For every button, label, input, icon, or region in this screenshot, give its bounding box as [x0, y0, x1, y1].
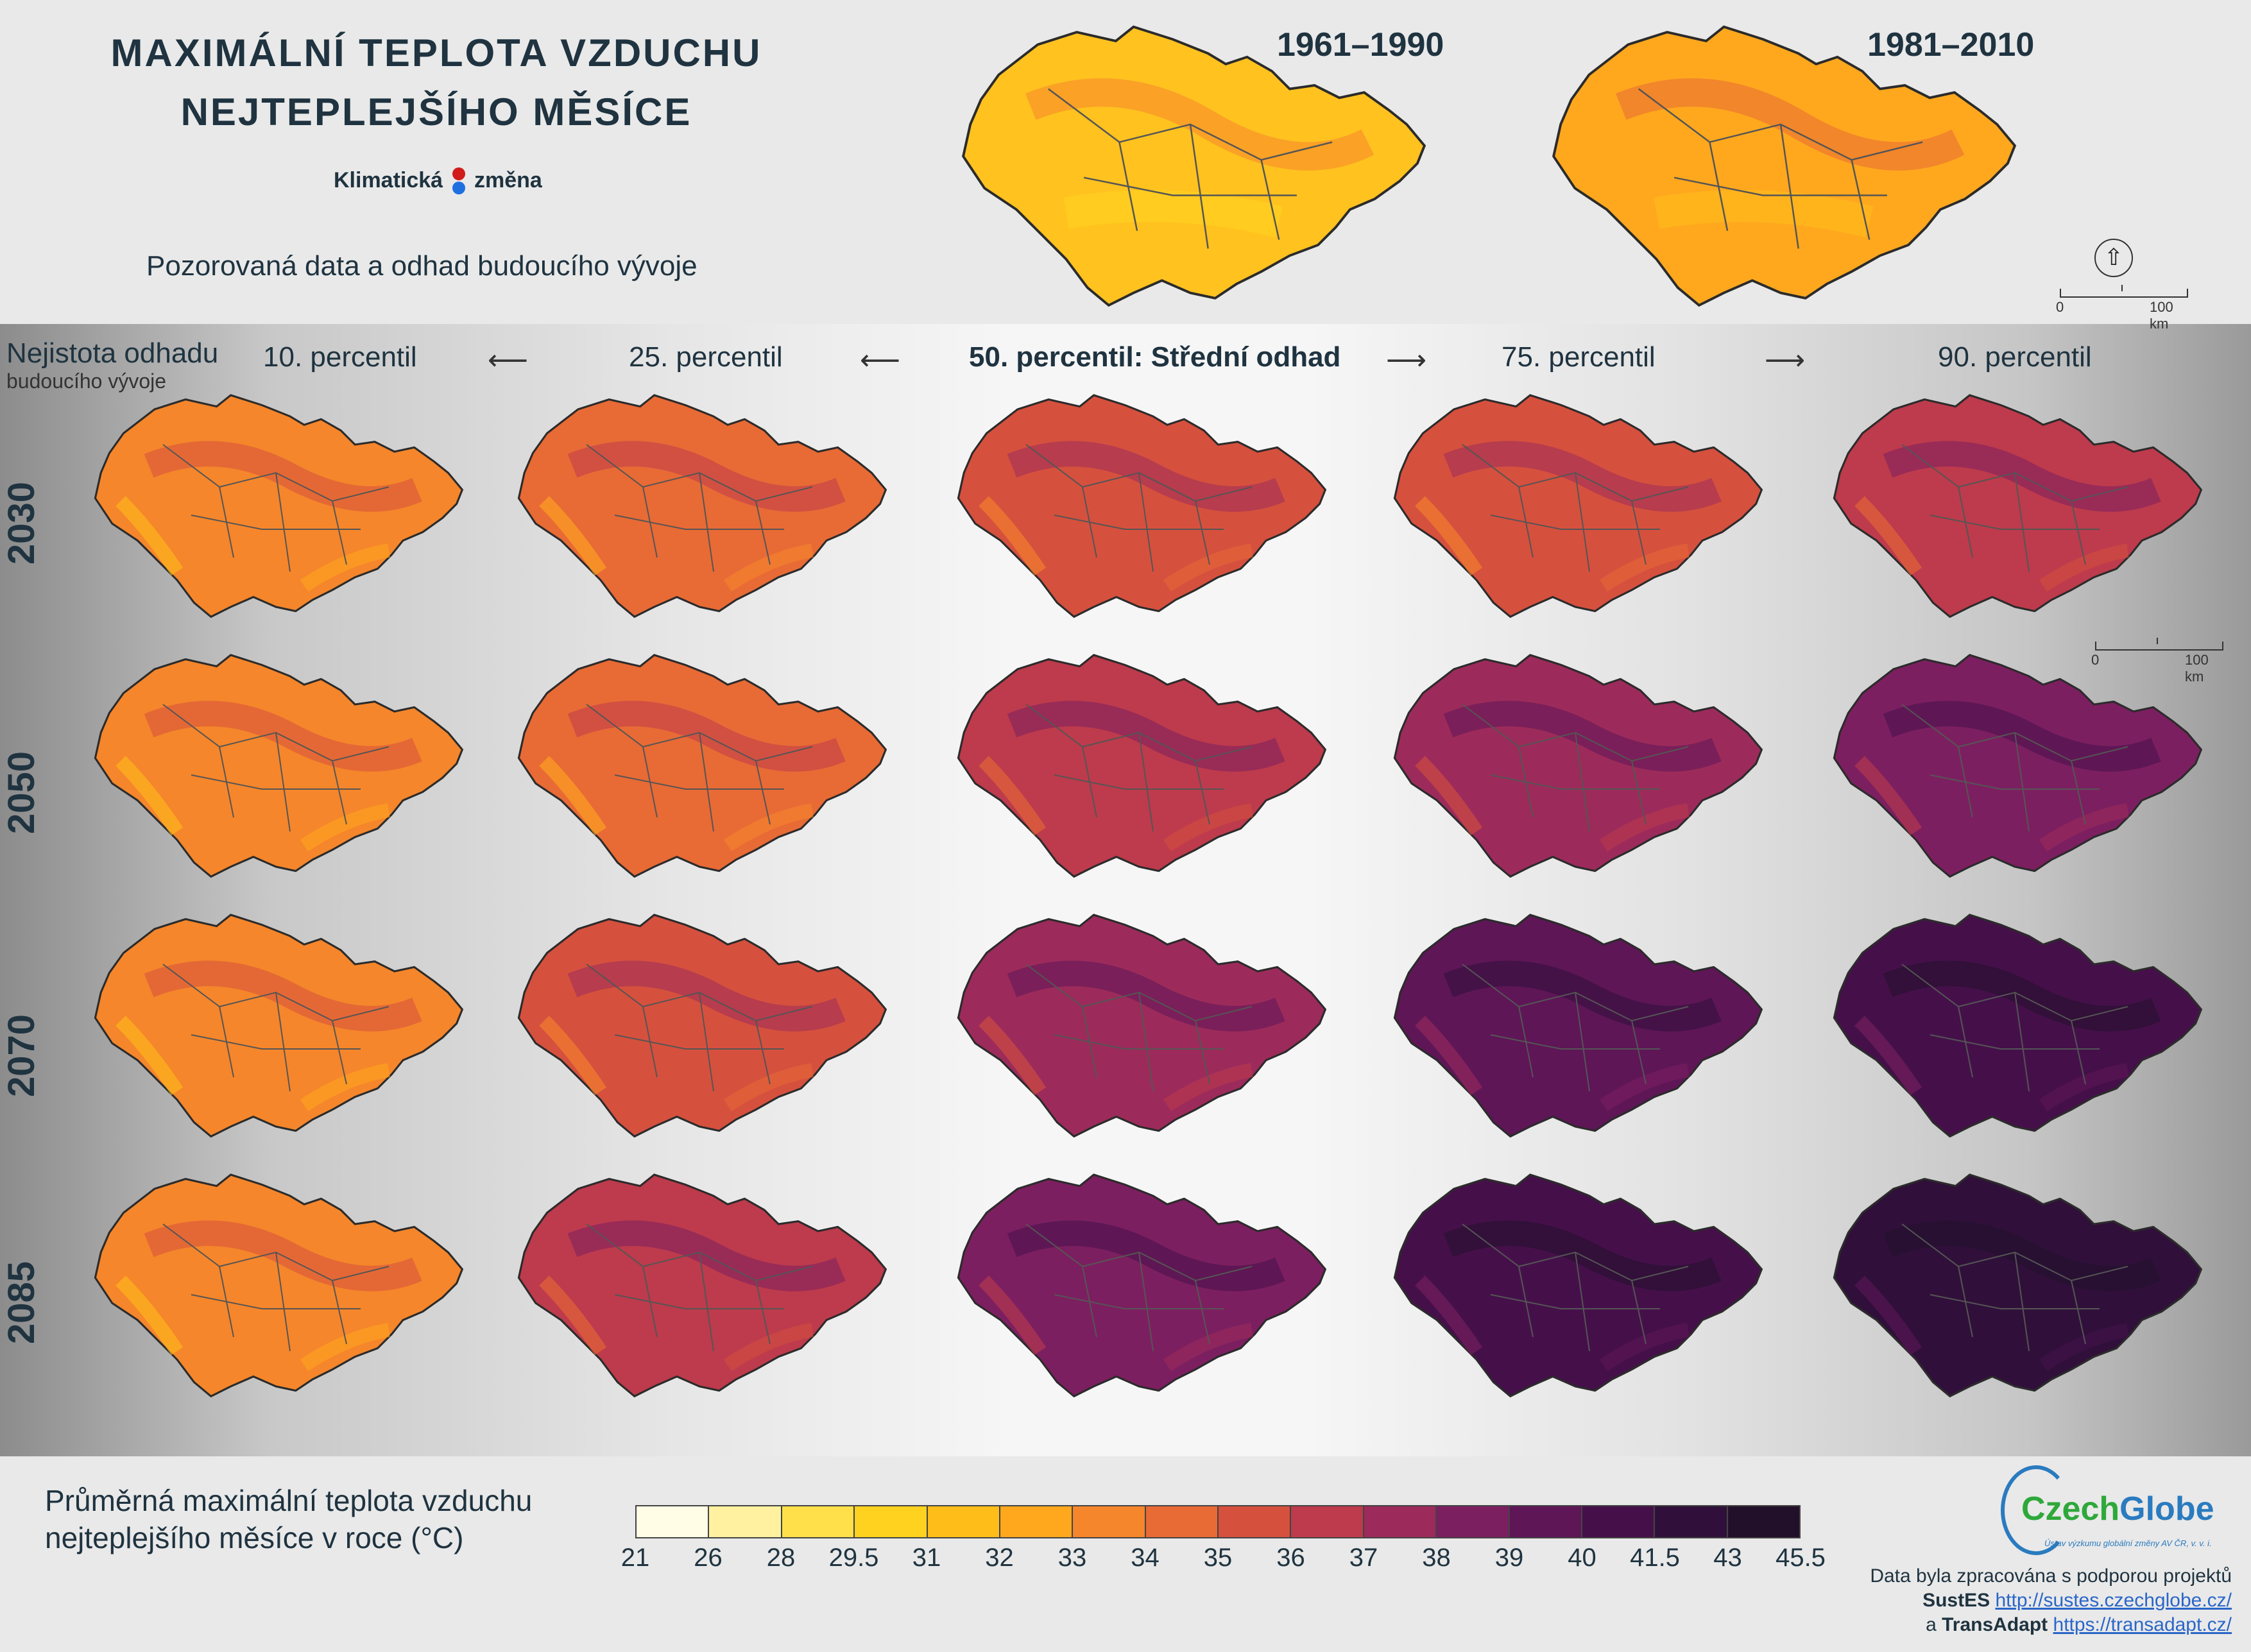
percentile-10-label: 10. percentil	[263, 341, 417, 373]
legend-title-line2: nejteplejšího měsíce v roce (°C)	[45, 1521, 464, 1554]
color-tick-label: 38	[1422, 1544, 1451, 1572]
czechglobe-logo-subtitle: Ústav výzkumu globální změny AV ČR, v. v…	[2044, 1538, 2212, 1548]
color-bin-8	[1219, 1506, 1292, 1537]
year-label-2070: 2070	[1, 1014, 42, 1097]
projection-map-2030-p3	[1393, 394, 1763, 618]
thermometer-dots-icon	[450, 167, 467, 195]
transadapt-link[interactable]: https://transadapt.cz/	[2053, 1614, 2232, 1635]
color-tick-label: 41.5	[1630, 1544, 1680, 1572]
projection-map-2030-p0	[94, 394, 464, 618]
color-bin-6	[1073, 1506, 1146, 1537]
color-tick-label: 39	[1494, 1544, 1524, 1572]
page-title-line2: NEJTEPLEJŠÍHO MĚSÍCE	[180, 90, 692, 133]
color-tick-label: 35	[1203, 1544, 1233, 1572]
color-tick-label: 29.5	[828, 1544, 879, 1572]
sustes-link[interactable]: http://sustes.czechglobe.cz/	[1995, 1590, 2232, 1611]
projection-map-2085-p1	[517, 1173, 887, 1398]
color-tick-label: 33	[1057, 1544, 1087, 1572]
arrow-right-1: ⟶	[1386, 345, 1427, 376]
year-label-2085: 2085	[1, 1261, 42, 1344]
color-tick-label: 36	[1276, 1544, 1305, 1572]
color-tick-label: 32	[985, 1544, 1014, 1572]
projection-map-2070-p1	[517, 914, 887, 1138]
czechglobe-logo: CzechGlobe	[2021, 1490, 2214, 1528]
color-bin-12	[1509, 1506, 1582, 1537]
percentile-25-label: 25. percentil	[629, 341, 783, 373]
brand-right-text: změna	[474, 168, 542, 192]
color-bin-7	[1145, 1506, 1219, 1537]
projection-map-2050-p0	[94, 654, 464, 878]
brand-left-text: Klimatická	[334, 168, 443, 192]
color-tick-label: 26	[694, 1544, 723, 1572]
subtitle: Pozorovaná data a odhad budoucího vývoje	[146, 250, 698, 282]
czechglobe-logo-ring-icon	[2001, 1465, 2071, 1555]
uncertainty-label: Nejistota odhadu	[6, 337, 219, 369]
arrow-left-1: ⟵	[488, 345, 529, 376]
projection-map-2050-p4	[1833, 654, 2203, 878]
color-bin-3	[855, 1506, 928, 1537]
color-tick-label: 43	[1713, 1544, 1742, 1572]
scale-bar-observed: 0 100 km	[2056, 285, 2188, 332]
projection-map-2050-p3	[1393, 654, 1763, 878]
color-tick-label: 37	[1349, 1544, 1378, 1572]
color-scale-bar	[635, 1505, 1801, 1538]
color-tick-label: 40	[1568, 1544, 1596, 1572]
color-tick-label: 34	[1131, 1544, 1160, 1572]
credit-project-transadapt: a TransAdapt https://transadapt.cz/	[1926, 1614, 2232, 1635]
projection-map-2070-p2	[957, 914, 1327, 1138]
map-1981-2010	[1552, 25, 2017, 307]
projection-map-2085-p2	[957, 1173, 1327, 1398]
color-tick-label: 31	[912, 1544, 941, 1572]
projection-map-2030-p2	[957, 394, 1327, 618]
uncertainty-sublabel: budoucího vývoje	[6, 370, 167, 393]
projection-map-2085-p4	[1833, 1173, 2203, 1398]
legend-title-line1: Průměrná maximální teplota vzduchu	[45, 1484, 533, 1517]
legend-panel	[0, 1456, 2251, 1652]
projection-map-2030-p1	[517, 394, 887, 618]
arrow-right-2: ⟶	[1765, 345, 1806, 376]
credit-line: Data byla zpracována s podporou projektů	[1870, 1565, 2232, 1587]
color-bin-5	[1000, 1506, 1074, 1537]
period-label-1961-1990: 1961–1990	[1277, 26, 1444, 64]
percentile-50-label: 50. percentil: Střední odhad	[969, 341, 1341, 373]
projection-map-2070-p3	[1393, 914, 1763, 1138]
projection-map-2085-p3	[1393, 1173, 1763, 1398]
period-label-1981-2010: 1981–2010	[1867, 26, 2035, 64]
color-tick-label: 45.5	[1776, 1544, 1826, 1572]
color-bin-1	[709, 1506, 782, 1537]
projection-map-2050-p2	[957, 654, 1327, 878]
color-bin-10	[1364, 1506, 1437, 1537]
color-bin-13	[1582, 1506, 1656, 1537]
projection-map-2050-p1	[517, 654, 887, 878]
color-bin-11	[1437, 1506, 1510, 1537]
color-bin-4	[927, 1506, 1000, 1537]
credit-project-sustes: SustES http://sustes.czechglobe.cz/	[1922, 1590, 2232, 1611]
scale-bar-grid: 0 100 km	[2091, 638, 2223, 685]
projection-map-2070-p4	[1833, 914, 2203, 1138]
color-bin-9	[1291, 1506, 1364, 1537]
projection-map-2070-p0	[94, 914, 464, 1138]
color-bin-0	[637, 1506, 710, 1537]
page-title-line1: MAXIMÁLNÍ TEPLOTA VZDUCHU	[110, 31, 762, 74]
color-bin-14	[1655, 1506, 1728, 1537]
north-arrow-icon: ⇧	[2094, 239, 2133, 277]
projection-map-2030-p4	[1833, 394, 2203, 618]
percentile-90-label: 90. percentil	[1938, 341, 2092, 373]
projection-map-2085-p0	[94, 1173, 464, 1398]
year-label-2050: 2050	[1, 751, 42, 834]
map-1961-1990	[962, 25, 1426, 307]
color-bin-2	[782, 1506, 855, 1537]
percentile-75-label: 75. percentil	[1502, 341, 1656, 373]
color-bin-15	[1727, 1506, 1799, 1537]
color-tick-label: 21	[621, 1544, 650, 1572]
brand-logo: Klimatická změna	[334, 167, 542, 195]
arrow-left-2: ⟵	[860, 345, 901, 376]
color-tick-label: 28	[766, 1544, 796, 1572]
year-label-2030: 2030	[1, 481, 42, 565]
